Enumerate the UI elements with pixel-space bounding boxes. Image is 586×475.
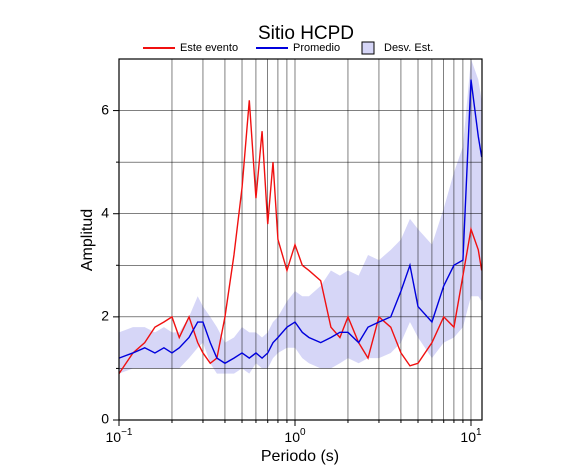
data-line (118, 100, 483, 374)
x-tick-base: 10 (106, 429, 122, 445)
y-tick-label: 2 (101, 308, 109, 324)
legend-label: Promedio (293, 42, 340, 54)
legend-label: Este evento (180, 42, 238, 54)
std-band (119, 59, 482, 374)
y-tick-label: 0 (101, 411, 109, 427)
plot-frame (118, 58, 483, 421)
chart-title: Sitio HCPD (258, 23, 354, 44)
x-axis-label: Periodo (s) (261, 448, 339, 465)
x-tick-exponent: 0 (300, 427, 306, 438)
x-tick-exponent: −1 (121, 427, 133, 438)
x-tick-label: 100 (284, 427, 306, 445)
y-tick-label: 6 (101, 101, 109, 117)
legend-swatch (361, 41, 375, 55)
x-tick-label: 10−1 (106, 427, 133, 445)
x-tick-exponent: 1 (476, 427, 482, 438)
legend-label: Desv. Est. (384, 42, 433, 54)
data-line (118, 79, 483, 365)
x-tick-base: 10 (460, 429, 476, 445)
x-tick-label: 101 (460, 427, 482, 445)
y-tick-label: 4 (101, 204, 109, 220)
y-axis-label: Amplitud (79, 209, 96, 271)
x-tick-base: 10 (284, 429, 300, 445)
